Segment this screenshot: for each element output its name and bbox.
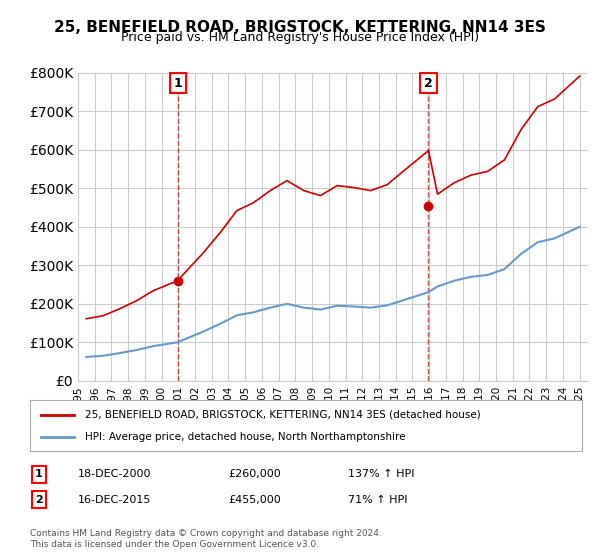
Text: 1: 1 — [173, 77, 182, 90]
Text: 25, BENEFIELD ROAD, BRIGSTOCK, KETTERING, NN14 3ES (detached house): 25, BENEFIELD ROAD, BRIGSTOCK, KETTERING… — [85, 409, 481, 419]
Text: 137% ↑ HPI: 137% ↑ HPI — [348, 469, 415, 479]
Text: £455,000: £455,000 — [228, 494, 281, 505]
Text: 25, BENEFIELD ROAD, BRIGSTOCK, KETTERING, NN14 3ES: 25, BENEFIELD ROAD, BRIGSTOCK, KETTERING… — [54, 20, 546, 35]
Text: 18-DEC-2000: 18-DEC-2000 — [78, 469, 151, 479]
Text: 1: 1 — [35, 469, 43, 479]
Text: 71% ↑ HPI: 71% ↑ HPI — [348, 494, 407, 505]
Text: HPI: Average price, detached house, North Northamptonshire: HPI: Average price, detached house, Nort… — [85, 432, 406, 442]
Text: £260,000: £260,000 — [228, 469, 281, 479]
Text: 2: 2 — [424, 77, 433, 90]
Text: 16-DEC-2015: 16-DEC-2015 — [78, 494, 151, 505]
Text: Contains HM Land Registry data © Crown copyright and database right 2024.
This d: Contains HM Land Registry data © Crown c… — [30, 529, 382, 549]
Text: 2: 2 — [35, 494, 43, 505]
Text: Price paid vs. HM Land Registry's House Price Index (HPI): Price paid vs. HM Land Registry's House … — [121, 31, 479, 44]
